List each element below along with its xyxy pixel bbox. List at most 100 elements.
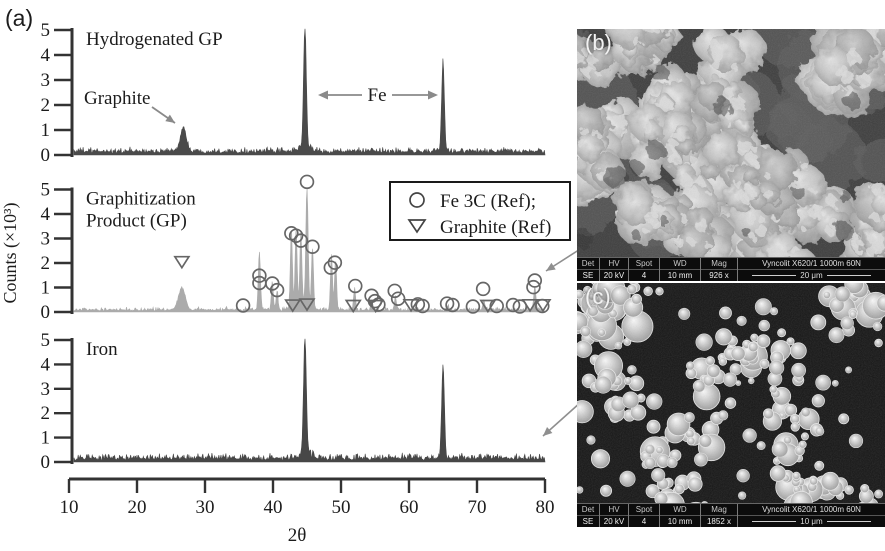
meta-column: Mag 1852 x [701,504,738,527]
fe3c-ref-marker [526,279,541,295]
graphite-ref-marker [534,298,552,313]
graphite-ref-marker [402,298,420,313]
y-tick-label: 5 [41,180,51,201]
fe3c-ref-marker [288,228,304,243]
fe-annotation: Fe [368,85,387,106]
fe3c-ref-marker [439,296,455,311]
meta-value: 10 mm [667,271,693,280]
meta-header: Spot [629,258,659,270]
fe3c-ref-marker [465,299,481,314]
y-tick-label: 1 [41,120,51,141]
meta-header: WD [660,504,700,516]
x-axis-title: 2θ [288,525,307,546]
y-tick-label: 5 [41,330,51,351]
legend: Fe 3C (Ref); Graphite (Ref) [389,181,571,241]
subplot-title: Graphitization [86,189,196,210]
instrument-brand: Vyncolit X620/1 1000m 60N [738,504,885,516]
scale-bar-text: 20 μm [800,271,823,280]
meta-value: 926 x [709,271,729,280]
scale-bar: 20 μm [752,270,871,281]
sem-b-metadata-bar: Det SE HV 20 kV Spot 4 WD 10 mm Mag 926 x Vyncoli… [577,257,885,281]
reference-markers [173,174,552,314]
x-tick-label: 20 [128,497,147,518]
fe3c-ref-marker [527,273,543,288]
meta-header: Det [577,258,599,270]
meta-value: 20 kV [603,271,625,280]
scale-bar: 10 μm [752,516,871,527]
y-tick-label: 0 [41,452,51,473]
sem-image-b: (b) Det SE HV 20 kV Spot 4 WD 10 mm Mag 926 x Vyn… [577,29,885,281]
scale-bar-line [752,275,797,276]
panel1-annotations: Graphite Fe [84,85,438,124]
panel-a-label: (a) [5,5,33,31]
meta-value: 10 mm [667,517,693,526]
x-axis: 10 20 30 40 50 60 70 80 2θ [60,477,555,546]
meta-column: WD 10 mm [660,258,701,281]
sem-b-label: (b) [585,30,612,55]
meta-header: Spot [629,504,659,516]
meta-value: 4 [641,517,647,526]
fe3c-ref-marker [348,278,363,294]
meta-value: 1852 x [706,517,732,526]
fe3c-ref-marker [387,283,402,299]
y-tick-label: 4 [41,204,51,225]
sem-c-brand-box: Vyncolit X620/1 1000m 60N 10 μm [738,504,885,527]
x-tick-label: 70 [468,497,487,518]
fe3c-ref-marker [293,233,309,248]
graphite-annotation: Graphite [84,88,150,109]
y-tick-label: 1 [41,428,51,449]
meta-column: Spot 4 [629,258,660,281]
y-tick-label: 2 [41,95,51,116]
y-axis-title: Counts (×10³) [0,202,21,303]
legend-label-graphite: Graphite (Ref) [440,217,551,238]
meta-column: WD 10 mm [660,504,701,527]
graphite-ref-marker [298,298,316,312]
graphite-ref-marker [479,299,497,314]
subplot-title: Product (GP) [86,211,187,232]
meta-column: HV 20 kV [600,258,629,281]
fe3c-ref-marker [445,297,460,313]
sem-b-micrograph [577,29,885,281]
y-tick-label: 2 [41,403,51,424]
meta-header: WD [660,258,700,270]
y-tick-label: 0 [41,145,51,166]
meta-column: Det SE [577,504,600,527]
graphite-ref-marker [284,299,302,313]
xrd-subplot-1: 0 1 2 3 4 5 Hydrogenated GP [41,20,546,166]
meta-value: 20 kV [603,517,625,526]
meta-value: 4 [641,271,647,280]
fe3c-ref-marker [475,281,491,297]
scale-bar-line [752,521,797,522]
meta-header: Mag [701,504,737,516]
scale-bar-line [826,275,871,276]
fe3c-ref-marker [390,291,406,306]
fe3c-ref-marker [327,255,343,270]
legend-triangle-icon [407,219,427,234]
scale-bar-line [826,521,871,522]
sem-image-c: (c) Det SE HV 20 kV Spot 4 WD 10 mm Mag 1852 x Vy… [577,283,885,527]
x-tick-label: 60 [400,497,419,518]
x-tick-label: 10 [60,497,79,518]
fe3c-ref-marker [489,298,504,314]
graphite-ref-marker [367,299,385,314]
fe3c-ref-marker [305,239,320,255]
meta-header: HV [600,504,628,516]
fe3c-ref-marker [323,260,339,275]
x-tick-label: 80 [536,497,555,518]
y-tick-label: 0 [41,302,51,323]
meta-value: SE [582,517,594,526]
sem-b-meta-columns: Det SE HV 20 kV Spot 4 WD 10 mm Mag 926 x [577,258,738,281]
meta-header: HV [600,258,628,270]
subplot-title: Hydrogenated GP [86,29,223,50]
sem-c-micrograph [577,283,885,527]
sem-b-brand-box: Vyncolit X620/1 1000m 60N 20 μm [738,258,885,281]
xrd-trace [73,28,546,156]
fe3c-ref-marker [269,282,285,298]
y-tick-label: 3 [41,70,51,91]
xrd-trace [73,338,546,463]
meta-column: Mag 926 x [701,258,738,281]
fe3c-ref-marker [505,297,521,313]
sem-c-label: (c) [585,284,611,309]
